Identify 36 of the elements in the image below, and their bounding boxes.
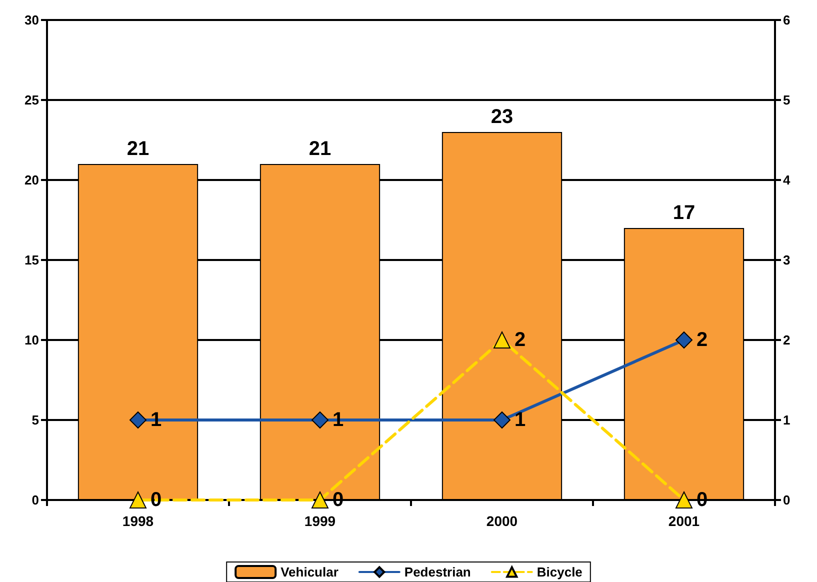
y2-tick-label: 3	[783, 252, 790, 268]
data-label: 1	[514, 409, 526, 431]
point	[676, 492, 692, 508]
data-label: 21	[308, 138, 332, 160]
y-tick-label: 0	[32, 492, 39, 508]
data-label: 21	[126, 138, 150, 160]
point	[312, 492, 328, 508]
y-tick-label: 20	[24, 172, 39, 188]
data-label: 2	[514, 329, 526, 351]
y2-tick-label: 1	[783, 412, 790, 428]
x-tick-label: 1998	[122, 513, 154, 529]
y2-tick-label: 5	[783, 92, 790, 108]
y-tick-label: 5	[32, 412, 39, 428]
y2-tick-label: 0	[783, 492, 790, 508]
data-label: 2	[696, 329, 708, 351]
legend-label: Bicycle	[536, 564, 582, 580]
point	[130, 492, 146, 508]
point	[494, 332, 510, 348]
data-label: 17	[672, 202, 696, 224]
data-label: 23	[490, 106, 514, 128]
y2-tick-label: 2	[783, 332, 790, 348]
y2-tick-label: 4	[783, 172, 791, 188]
point	[130, 412, 146, 428]
legend-label: Vehicular	[280, 564, 338, 580]
y-tick-label: 30	[24, 12, 39, 28]
y2-tick-label: 6	[783, 12, 790, 28]
point	[312, 412, 328, 428]
legend-label: Pedestrian	[404, 564, 471, 580]
x-tick-label: 2001	[668, 513, 700, 529]
x-tick-label: 2000	[486, 513, 518, 529]
y-tick-label: 15	[24, 252, 39, 268]
point	[676, 332, 692, 348]
point	[494, 412, 510, 428]
x-tick-label: 1999	[304, 513, 336, 529]
y-tick-label: 10	[24, 332, 39, 348]
y-tick-label: 25	[24, 92, 39, 108]
